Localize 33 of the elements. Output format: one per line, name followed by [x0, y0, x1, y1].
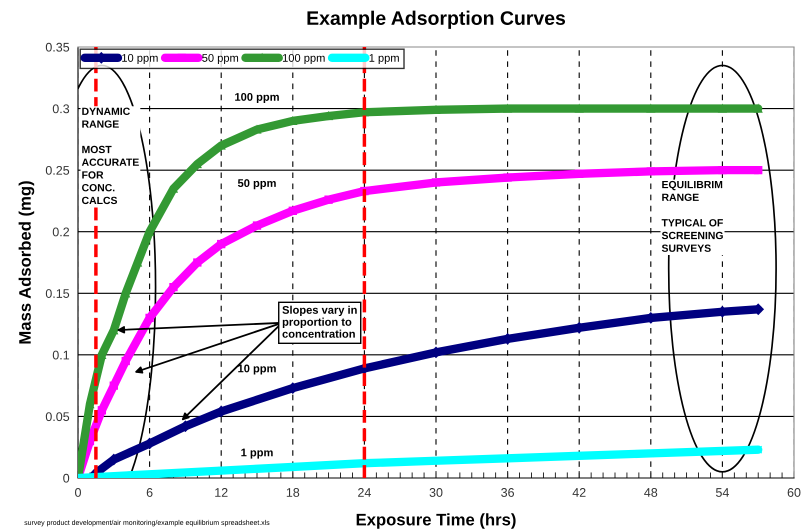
annotation: 10 ppm — [238, 364, 276, 375]
x-tick-label: 0 — [75, 488, 81, 497]
x-tick-label: 6 — [146, 488, 153, 497]
text: EQUILIBRIM RANGE TYPICAL OF SCREENING SURVEYS — [662, 180, 723, 252]
legend-label: 10 ppm — [122, 54, 158, 64]
y-tick-label: 0 — [63, 474, 70, 483]
annotation: 100 ppm — [235, 92, 279, 104]
legend-label: 1 ppm — [370, 54, 399, 64]
y-tick-label: 0.3 — [52, 104, 70, 114]
legend-label: 100 ppm — [282, 54, 325, 64]
legend-label: 50 ppm — [202, 54, 238, 64]
chart-title: Example Adsorption Curves — [307, 10, 566, 29]
y-tick-label: 0.05 — [46, 412, 70, 422]
x-tick-label: 36 — [501, 488, 514, 497]
y-tick-label: 0.35 — [46, 42, 70, 52]
annotation: 1 ppm — [241, 448, 273, 459]
y-tick-label: 0.25 — [46, 166, 70, 175]
annotation: 50 ppm — [238, 179, 276, 190]
annotation: Slopes vary in proportion to concentration — [282, 306, 357, 338]
text: DYNAMIC RANGE MOST ACCURATE FOR CONC. CALCS — [82, 108, 139, 204]
y-tick-label: 0.15 — [46, 289, 70, 298]
x-tick-label: 30 — [430, 488, 442, 497]
y-tick-label: 0.1 — [52, 350, 70, 360]
x-tick-label: 42 — [572, 488, 586, 497]
x-tick-label: 60 — [788, 488, 800, 497]
x-tick-label: 18 — [286, 488, 300, 497]
x-tick-label: 24 — [358, 488, 371, 497]
x-tick-label: 48 — [644, 488, 658, 497]
y-axis-title: Mass Adsorbed (mg) — [18, 181, 34, 344]
x-tick-label: 54 — [716, 488, 729, 497]
x-axis-title: Exposure Time (hrs) — [356, 513, 516, 529]
x-tick-label: 12 — [215, 488, 228, 497]
y-tick-label: 0.2 — [52, 228, 70, 236]
